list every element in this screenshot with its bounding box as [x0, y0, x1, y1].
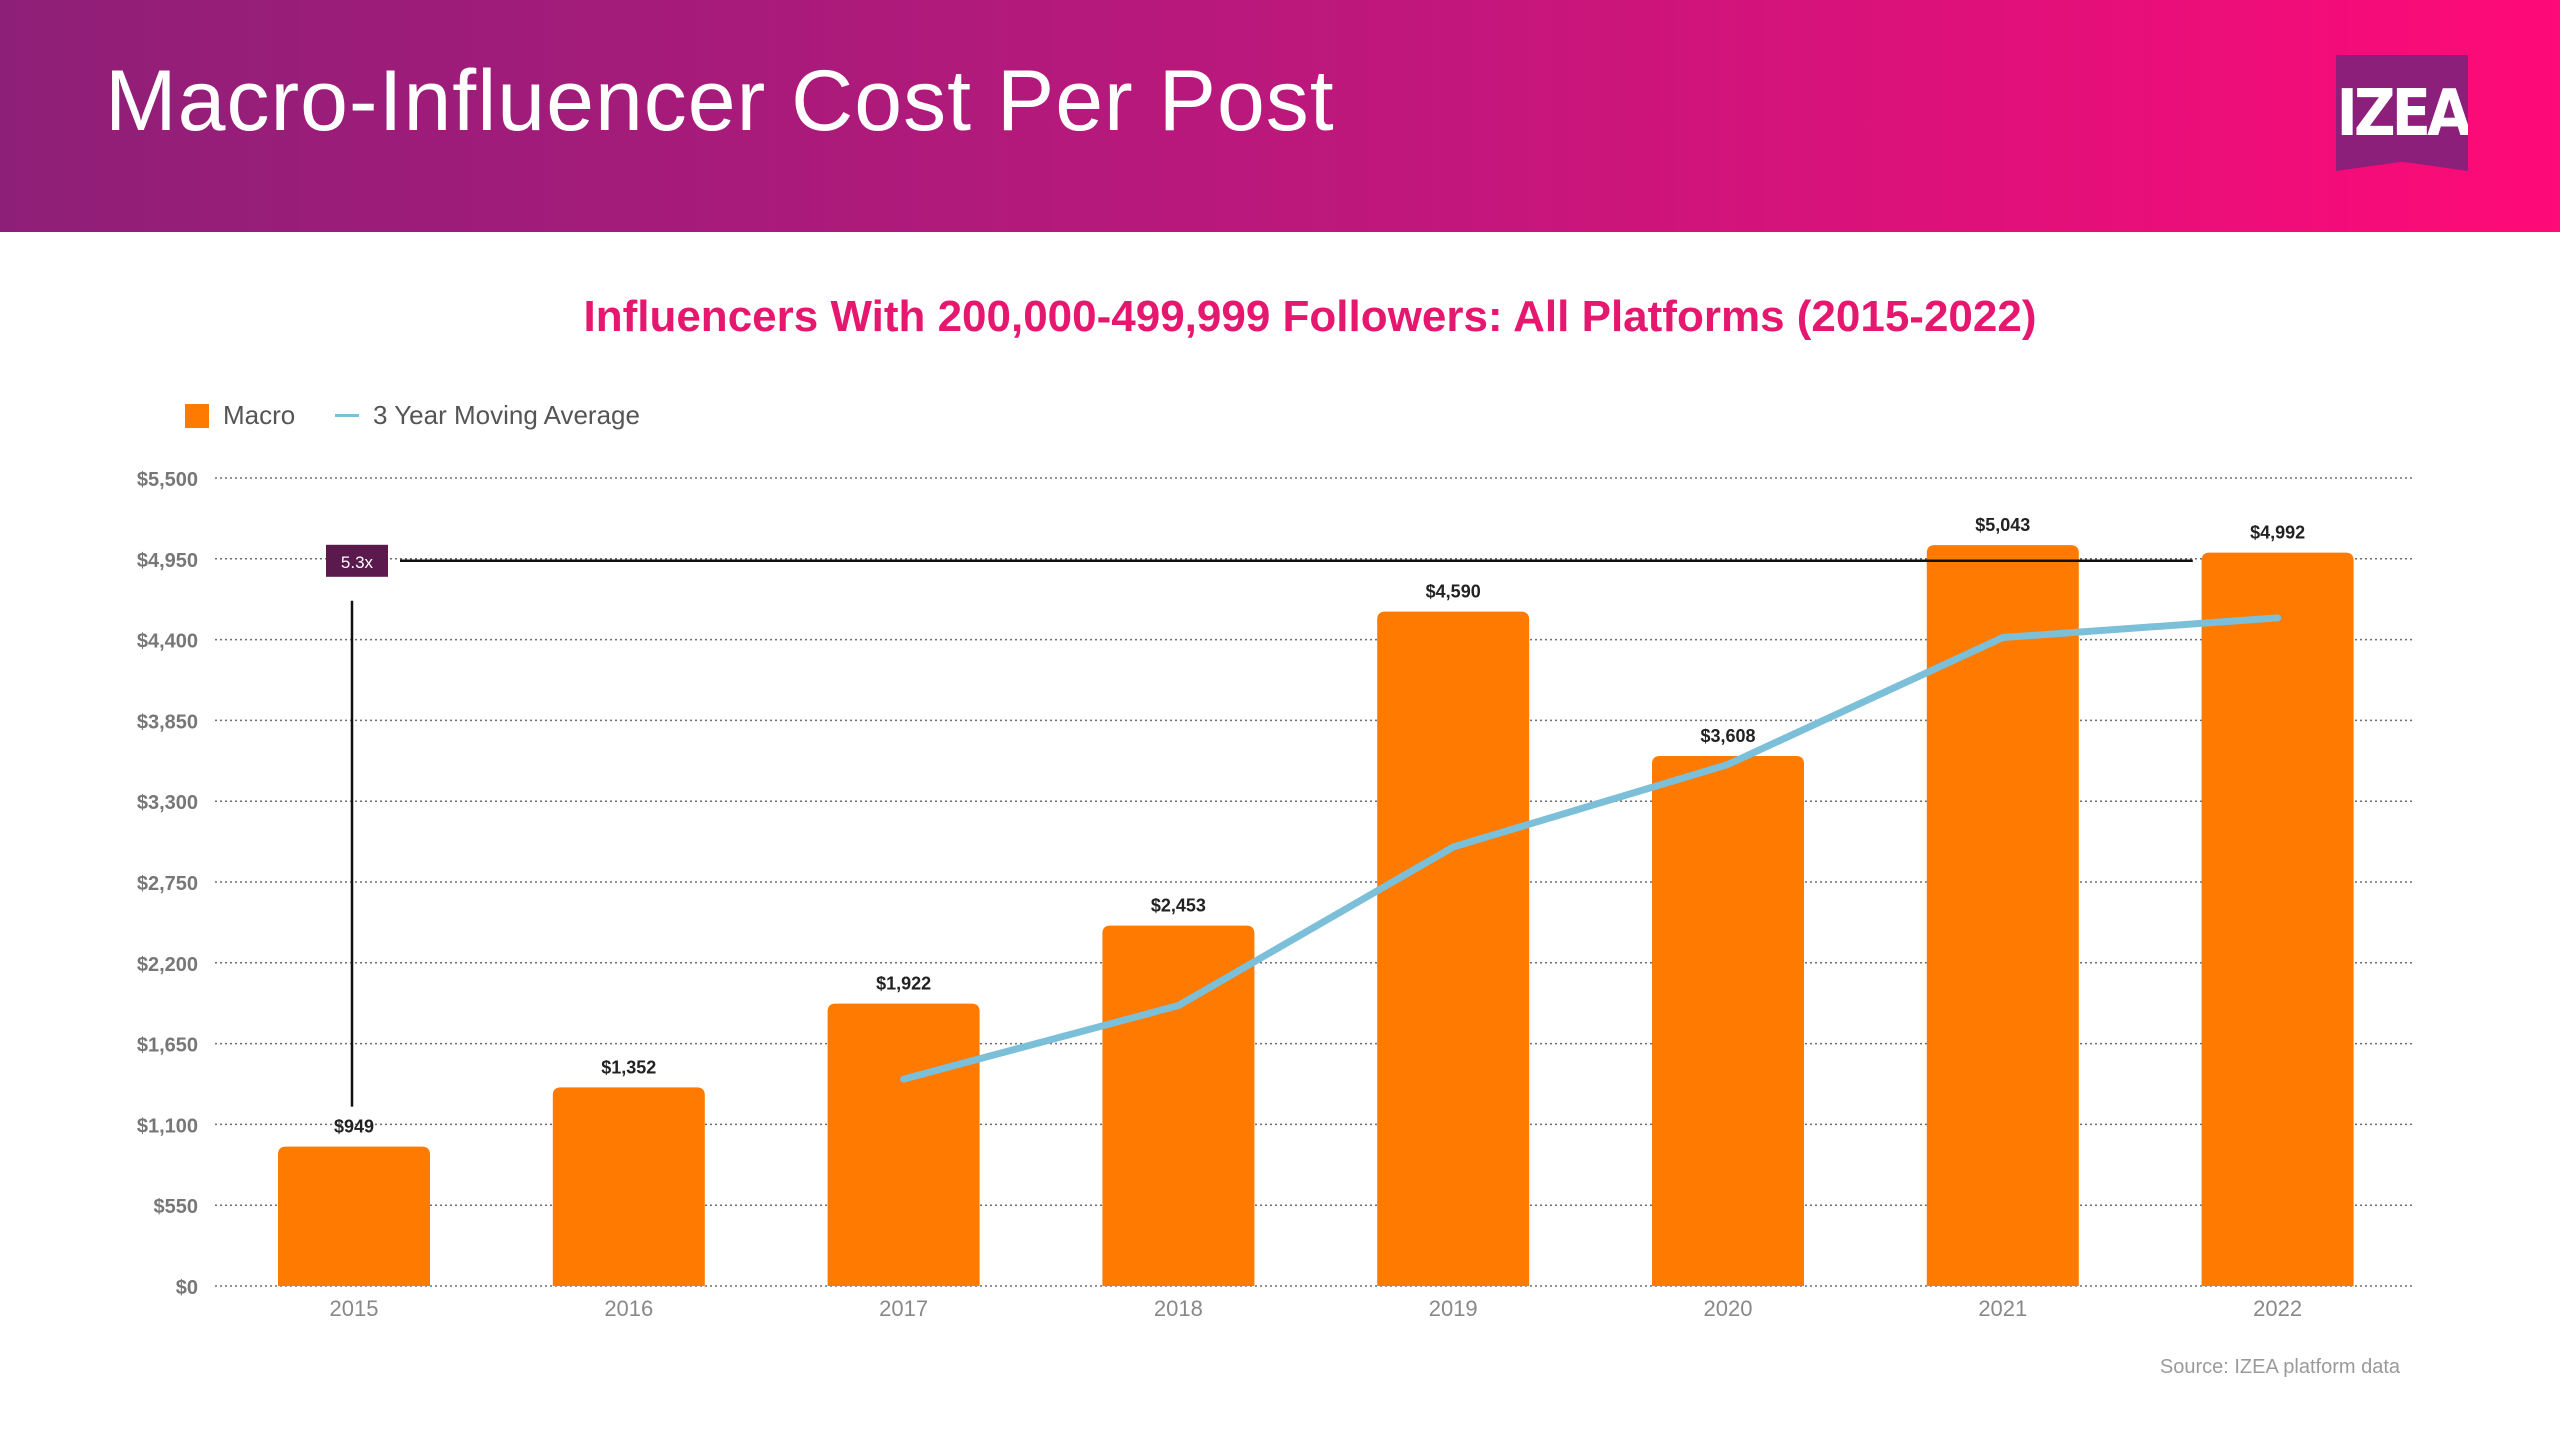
legend-label-moving-average: 3 Year Moving Average: [373, 400, 640, 430]
annotation-label: 5.3x: [341, 553, 374, 572]
legend-swatch-moving-average: [335, 414, 359, 417]
annotation-badge: [326, 544, 388, 577]
x-tick-label: 2020: [1704, 1296, 1753, 1321]
legend-label-macro: Macro: [223, 400, 296, 430]
y-tick-label: $2,750: [137, 873, 198, 895]
bar: [1652, 755, 1804, 1286]
y-tick-label: $4,950: [137, 550, 198, 572]
x-tick-label: 2015: [330, 1296, 379, 1321]
y-tick-label: $550: [154, 1196, 199, 1218]
bar: [278, 1146, 430, 1286]
y-tick-label: $2,200: [137, 954, 198, 976]
bar: [1102, 925, 1255, 1286]
data-label: $3,608: [1700, 726, 1755, 746]
x-tick-label: 2022: [2253, 1296, 2302, 1321]
legend-swatch-macro: [185, 403, 209, 428]
data-label: $949: [334, 1117, 374, 1137]
data-label: $4,992: [2250, 523, 2305, 543]
bar: [827, 1003, 980, 1286]
legend-item-moving-average: 3 Year Moving Average: [335, 400, 640, 431]
bar: [2201, 552, 2354, 1286]
y-tick-label: $3,300: [137, 792, 198, 814]
bar: [1926, 545, 2079, 1286]
moving-average-line: [900, 614, 2282, 1083]
y-tick-label: $3,850: [137, 711, 198, 733]
chart-title: Influencers With 200,000-499,999 Followe…: [583, 292, 2037, 341]
bar: [552, 1087, 705, 1286]
x-tick-label: 2016: [604, 1296, 653, 1321]
legend-item-macro: Macro: [185, 400, 295, 431]
x-tick-label: 2017: [879, 1296, 928, 1321]
izea-logo: IZEA: [2336, 55, 2468, 171]
x-tick-label: 2018: [1154, 1296, 1203, 1321]
data-label: $2,453: [1151, 896, 1206, 916]
y-tick-label: $1,100: [137, 1115, 198, 1137]
header-banner: Macro-Influencer Cost Per Post IZEA: [0, 0, 2560, 232]
data-label: $5,043: [1975, 515, 2030, 535]
logo-text: IZEA: [2336, 77, 2468, 151]
y-tick-label: $1,650: [137, 1035, 198, 1057]
source-note: Source: IZEA platform data: [2159, 1356, 2400, 1378]
y-tick-label: $4,400: [137, 631, 198, 653]
bar: [1377, 611, 1530, 1286]
data-label: $1,922: [876, 974, 931, 994]
y-tick-label: $0: [176, 1277, 198, 1299]
x-tick-label: 2021: [1978, 1296, 2027, 1321]
page-title: Macro-Influencer Cost Per Post: [105, 53, 1335, 149]
x-tick-label: 2019: [1429, 1296, 1478, 1321]
data-label: $1,352: [601, 1057, 656, 1077]
y-tick-label: $5,500: [137, 469, 198, 491]
data-label: $4,590: [1426, 582, 1481, 602]
